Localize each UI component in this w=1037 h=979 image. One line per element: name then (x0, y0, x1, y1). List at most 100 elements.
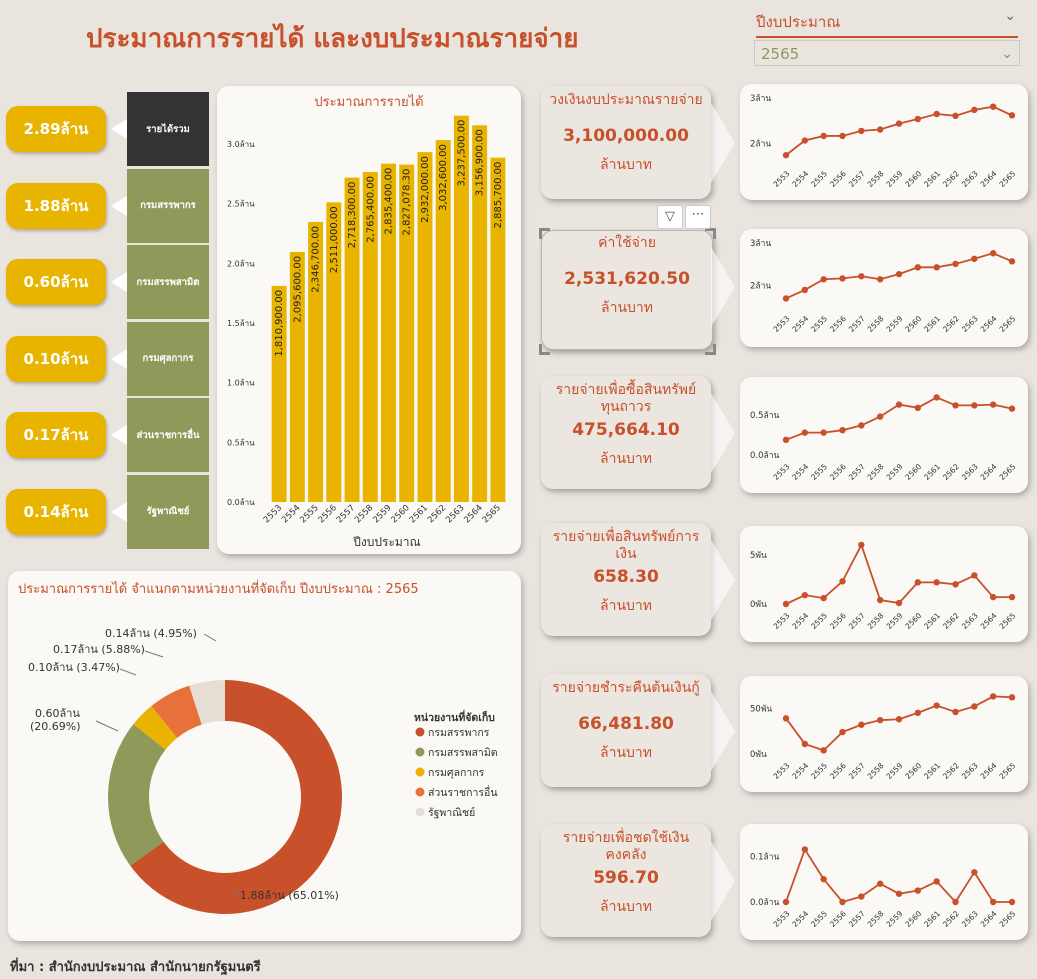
spark-point-2561[interactable] (933, 579, 940, 586)
spark-point-2557[interactable] (858, 273, 865, 280)
spark-point-2553[interactable] (782, 436, 790, 443)
bar-2556[interactable] (326, 202, 342, 502)
year-slicer-dropdown[interactable]: 2565 ⌄ (754, 40, 1020, 66)
spark-point-2553[interactable] (782, 715, 790, 722)
spark-point-2561[interactable] (933, 394, 940, 401)
donut-slice[interactable] (189, 680, 225, 725)
revenue-dept-label[interactable]: กรมศุลกากร (127, 321, 209, 396)
legend-swatch[interactable] (415, 807, 425, 817)
selection-handle[interactable] (705, 344, 716, 355)
trend-sparkline-card[interactable]: 0พัน 50พัน 2553 2554 2555 2556 2557 2558 2559 256… (740, 676, 1028, 792)
spark-point-2564[interactable] (989, 250, 997, 257)
trend-sparkline-card[interactable]: 2ล้าน 3ล้าน 2553 2554 2555 2556 2557 2558 2559 25… (740, 229, 1028, 347)
spark-point-2555[interactable] (820, 594, 827, 602)
kpi-card[interactable]: วงเงินงบประมาณรายจ่าย 3,100,000.00 ล้านบาท (541, 86, 711, 199)
donut-slice[interactable] (107, 724, 166, 866)
spark-point-2554[interactable] (801, 286, 809, 294)
trend-sparkline-card[interactable]: 2ล้าน 3ล้าน 2553 2554 2555 2556 2557 2558 2559 25… (740, 84, 1028, 200)
revenue-value-pill[interactable]: 2.89ล้าน (6, 106, 106, 152)
chevron-down-icon[interactable]: ⌄ (1004, 8, 1016, 24)
donut-slice[interactable] (151, 685, 202, 738)
spark-point-2563[interactable] (971, 402, 978, 409)
spark-point-2554[interactable] (801, 137, 809, 144)
kpi-card[interactable]: รายจ่ายชำระคืนต้นเงินกู้ 66,481.80 ล้านบาท (541, 674, 711, 787)
spark-point-2555[interactable] (820, 875, 827, 883)
revenue-dept-label[interactable]: รายได้รวม (127, 92, 209, 166)
spark-point-2564[interactable] (989, 898, 997, 906)
spark-point-2557[interactable] (858, 127, 865, 135)
donut-slice[interactable] (130, 680, 343, 914)
spark-point-2557[interactable] (858, 721, 865, 728)
revenue-value-pill[interactable]: 0.17ล้าน (6, 412, 106, 458)
spark-point-2560[interactable] (914, 887, 922, 894)
spark-point-2556[interactable] (839, 275, 846, 282)
selection-handle[interactable] (539, 344, 550, 355)
spark-point-2565[interactable] (1008, 694, 1016, 701)
revenue-dept-label[interactable]: กรมสรรพากร (127, 168, 209, 243)
trend-sparkline-card[interactable]: 0.0ล้าน 0.1ล้าน 2553 2554 2555 2556 2557 2558 25… (740, 824, 1028, 940)
legend-swatch[interactable] (415, 787, 425, 797)
more-options-icon[interactable]: ⋯ (685, 205, 711, 229)
spark-point-2564[interactable] (989, 401, 997, 408)
spark-point-2558[interactable] (876, 126, 884, 133)
spark-point-2558[interactable] (876, 276, 884, 283)
spark-point-2561[interactable] (933, 702, 940, 709)
legend-item[interactable]: กรมสรรพสามิต (428, 747, 498, 759)
spark-point-2558[interactable] (876, 596, 884, 604)
revenue-value-pill[interactable]: 0.14ล้าน (6, 488, 106, 535)
spark-point-2559[interactable] (895, 270, 903, 278)
chevron-down-icon[interactable]: ⌄ (1001, 46, 1013, 62)
trend-sparkline-card[interactable]: 0พัน 5พัน 2553 2554 2555 2556 2557 2558 2559 2560… (740, 526, 1028, 642)
revenue-value-pill[interactable]: 1.88ล้าน (6, 182, 106, 229)
spark-point-2560[interactable] (914, 579, 922, 586)
spark-point-2553[interactable] (782, 898, 790, 906)
spark-point-2560[interactable] (914, 115, 922, 123)
spark-point-2554[interactable] (801, 591, 809, 599)
spark-point-2562[interactable] (952, 581, 959, 588)
spark-point-2565[interactable] (1008, 593, 1016, 601)
spark-point-2559[interactable] (895, 716, 903, 723)
spark-point-2556[interactable] (839, 728, 846, 736)
spark-point-2562[interactable] (952, 708, 959, 716)
spark-point-2555[interactable] (820, 747, 827, 754)
spark-point-2563[interactable] (971, 703, 978, 710)
spark-point-2557[interactable] (858, 893, 865, 900)
bar-2554[interactable] (289, 251, 305, 502)
spark-point-2562[interactable] (952, 898, 959, 906)
spark-point-2559[interactable] (895, 890, 903, 897)
kpi-card[interactable]: รายจ่ายเพื่อชดใช้เงินคงคลัง 596.70 ล้านบาท (541, 824, 711, 937)
revenue-value-pill[interactable]: 0.10ล้าน (6, 335, 106, 382)
bar-2559[interactable] (381, 163, 396, 502)
spark-point-2554[interactable] (801, 740, 809, 748)
spark-point-2565[interactable] (1008, 898, 1016, 906)
legend-swatch[interactable] (415, 767, 425, 777)
spark-point-2555[interactable] (820, 429, 827, 436)
spark-point-2561[interactable] (933, 110, 940, 118)
spark-point-2557[interactable] (858, 422, 865, 429)
spark-point-2559[interactable] (895, 120, 903, 127)
legend-item[interactable]: ส่วนราชการอื่น (428, 785, 498, 799)
spark-point-2564[interactable] (989, 103, 997, 110)
kpi-card[interactable]: รายจ่ายเพื่อซื้อสินทรัพย์ทุนถาวร 475,664.… (541, 376, 711, 489)
bar-2560[interactable] (399, 164, 415, 502)
spark-point-2555[interactable] (820, 276, 827, 283)
spark-point-2558[interactable] (876, 413, 884, 420)
spark-point-2556[interactable] (839, 578, 846, 585)
bar-2553[interactable] (271, 285, 287, 502)
bar-2564[interactable] (472, 125, 488, 502)
spark-point-2553[interactable] (782, 151, 790, 159)
bar-2557[interactable] (344, 177, 360, 502)
spark-point-2556[interactable] (839, 132, 846, 140)
spark-point-2563[interactable] (971, 106, 978, 114)
spark-point-2565[interactable] (1008, 112, 1016, 119)
spark-point-2559[interactable] (895, 401, 903, 408)
bar-2562[interactable] (435, 140, 451, 502)
spark-point-2565[interactable] (1008, 405, 1016, 412)
revenue-dept-label[interactable]: รัฐพาณิชย์ (127, 474, 209, 549)
kpi-card[interactable]: รายจ่ายเพื่อสินทรัพย์การเงิน 658.30 ล้านบา… (541, 523, 711, 636)
trend-sparkline-card[interactable]: 0.0ล้าน 0.5ล้าน 2553 2554 2555 2556 2557 2558 25… (740, 377, 1028, 493)
spark-point-2560[interactable] (914, 264, 922, 271)
kpi-card[interactable]: ค่าใช้จ่าย 2,531,620.50 ล้านบาท (541, 230, 713, 350)
spark-point-2564[interactable] (989, 593, 997, 601)
spark-point-2553[interactable] (782, 600, 790, 608)
